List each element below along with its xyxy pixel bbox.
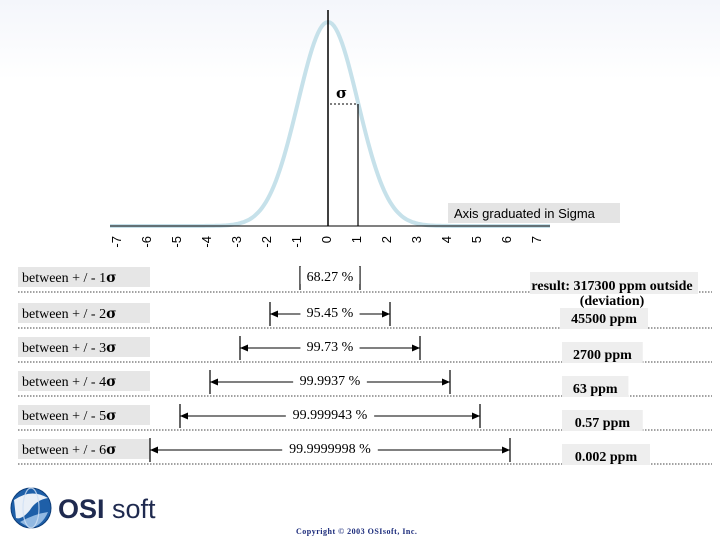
row-result-group: 63 ppm: [562, 376, 629, 397]
row-percent-box: [285, 405, 375, 422]
row-label-box: [18, 405, 150, 425]
tick-label: -1: [289, 236, 304, 248]
sigma-row: between + / - 6σ 99.9999998 % 0.002 ppm: [18, 438, 712, 465]
tick-label: -7: [109, 236, 124, 248]
sigma-symbol: σ: [336, 84, 347, 102]
tick-label: -6: [139, 236, 154, 248]
row-result-group: result: 317300 ppm outside(deviation): [530, 272, 698, 309]
tick-label: 4: [439, 236, 454, 243]
tick-label: 3: [409, 236, 424, 243]
row-percent-group: 99.73 %: [300, 337, 360, 355]
span-arrowhead-right: [472, 412, 480, 420]
row-sigma-symbol: σ: [106, 270, 116, 286]
logo-suffix-text: soft: [112, 494, 156, 524]
row-percent-group: 99.9937 %: [293, 371, 367, 389]
row-sigma-symbol: σ: [106, 442, 116, 458]
bell-curve: [110, 19, 550, 228]
result-text: 2700 ppm: [573, 348, 632, 363]
span-arrowhead-left: [240, 344, 248, 352]
row-label-box: [18, 371, 150, 391]
sigma-row: between + / - 3σ 99.73 % 2700 ppm: [18, 336, 712, 363]
row-percent-box: [282, 439, 378, 456]
tick-label: -4: [199, 236, 214, 248]
row-percent-box: [300, 337, 360, 354]
result-box: [562, 342, 643, 363]
sigma-row: between + / - 5σ 99.999943 % 0.57 ppm: [18, 404, 712, 431]
span-arrowhead-left: [210, 378, 218, 386]
row-percent: 99.73 %: [307, 340, 354, 355]
span-arrowhead-left: [270, 310, 278, 318]
sigma-tick-labels: -7 -6 -5 -4 -3 -2 -1 0 1 2 3 4 5 6 7: [109, 236, 544, 248]
row-percent-group: 99.999943 %: [285, 405, 375, 423]
row-label: between + / - 1σ: [22, 270, 116, 286]
sigma-rows: between + / - 1σ 68.27 % result: 317300 pp…: [18, 266, 712, 465]
result-text: 63 ppm: [573, 382, 618, 397]
row-label: between + / - 3σ: [22, 340, 116, 356]
row-label: between + / - 6σ: [22, 442, 116, 458]
row-percent-group: 99.9999998 %: [282, 439, 378, 457]
result-text: 0.57 ppm: [575, 416, 631, 431]
tick-label: 5: [469, 236, 484, 243]
row-label: between + / - 2σ: [22, 306, 116, 322]
result-box: [562, 410, 643, 431]
result-box: [562, 444, 650, 465]
row-percent: 99.9937 %: [300, 374, 361, 389]
row-percent-box: [300, 303, 360, 320]
row-sigma-symbol: σ: [106, 306, 116, 322]
logo-globe-icon: [10, 487, 52, 529]
tick-label: 1: [349, 236, 364, 243]
tick-label: 2: [379, 236, 394, 243]
row-sigma-symbol: σ: [106, 408, 116, 424]
span-arrowhead-right: [382, 310, 390, 318]
row-percent: 99.9999998 %: [289, 442, 371, 457]
row-percent-box: [293, 371, 367, 388]
sigma-row: between + / - 2σ 95.45 % 45500 ppm: [18, 302, 712, 329]
row-label-box: [18, 439, 150, 459]
span-arrowhead-right: [412, 344, 420, 352]
sigma-row: between + / - 1σ 68.27 % result: 317300 pp…: [18, 266, 712, 309]
tick-label: -5: [169, 236, 184, 248]
tick-label: 7: [529, 236, 544, 243]
osisoft-logo: OSI soft: [10, 487, 156, 529]
result-subtext: (deviation): [580, 294, 645, 309]
row-result-group: 0.57 ppm: [562, 410, 643, 431]
result-text: 45500 ppm: [571, 312, 637, 327]
result-text: result: 317300 ppm outside: [531, 279, 692, 294]
row-label: between + / - 5σ: [22, 408, 116, 424]
row-percent: 99.999943 %: [293, 408, 368, 423]
sigma-row: between + / - 4σ 99.9937 % 63 ppm: [18, 370, 712, 397]
row-sigma-symbol: σ: [106, 374, 116, 390]
span-arrowhead-right: [442, 378, 450, 386]
row-result-group: 0.002 ppm: [562, 444, 650, 465]
row-label-box: [18, 267, 150, 287]
span-arrowhead-left: [150, 446, 158, 454]
span-arrowhead-left: [180, 412, 188, 420]
row-percent-group: 68.27 %: [300, 267, 360, 285]
row-sigma-symbol: σ: [106, 340, 116, 356]
row-percent: 95.45 %: [307, 306, 354, 321]
tick-label: -3: [229, 236, 244, 248]
logo-brand-text: OSI: [58, 494, 105, 524]
row-label-box: [18, 303, 150, 323]
result-box: [530, 272, 698, 294]
tick-label: -2: [259, 236, 274, 248]
row-label: between + / - 4σ: [22, 374, 116, 390]
axis-title: Axis graduated in Sigma: [454, 206, 596, 221]
span-arrowhead-right: [502, 446, 510, 454]
result-box: [560, 308, 648, 329]
row-percent-box: [300, 267, 360, 284]
row-result-group: 2700 ppm: [562, 342, 643, 363]
row-label-box: [18, 337, 150, 357]
row-result-group: 45500 ppm: [560, 308, 648, 329]
row-percent: 68.27 %: [307, 270, 354, 285]
copyright-text: Copyright © 2003 OSIsoft, Inc.: [296, 527, 417, 536]
tick-label: 0: [319, 236, 334, 243]
row-percent-group: 95.45 %: [300, 303, 360, 321]
result-box: [562, 376, 629, 397]
result-text: 0.002 ppm: [575, 450, 638, 465]
tick-label: 6: [499, 236, 514, 243]
slide-header-band: [0, 0, 720, 80]
axis-title-box: [448, 203, 620, 223]
